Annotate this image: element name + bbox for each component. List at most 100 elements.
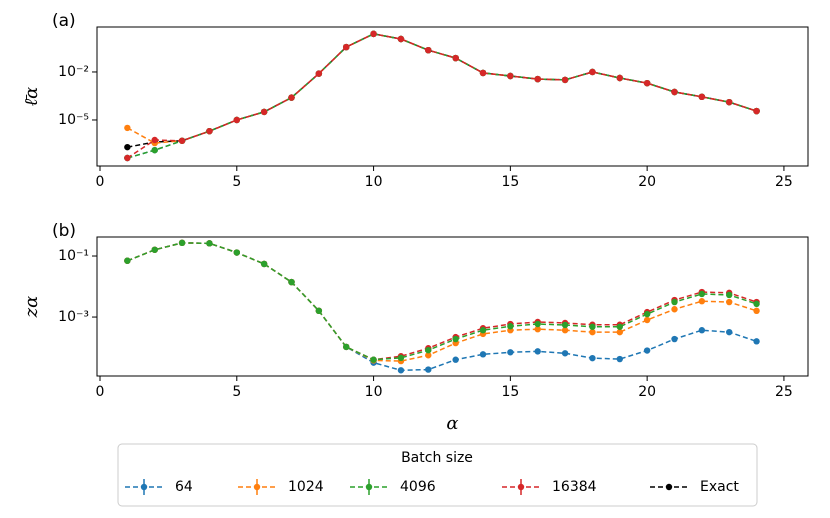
legend-label: Exact [700,479,739,495]
y-tick-label: 10⁻² [58,64,89,80]
series-line [127,33,757,159]
point [124,257,131,264]
point [698,290,706,298]
point [425,346,432,354]
series-line [126,33,757,159]
series-line [127,33,757,159]
point [343,43,350,51]
legend-item: 4096 [350,479,436,495]
x-tick-label: 15 [501,384,519,400]
point [561,327,569,334]
point [671,88,678,96]
point [479,327,487,334]
point [753,107,760,115]
point [151,246,158,253]
point [643,347,651,354]
point [671,298,678,306]
point [589,328,596,336]
legend-marker [665,483,673,491]
point [370,356,377,363]
panel-label: (b) [52,221,76,241]
point [479,351,487,358]
point [260,108,268,116]
point [315,307,323,315]
point [178,137,186,144]
point [206,240,213,247]
point [753,300,760,308]
point [507,72,514,80]
x-tick-label: 0 [96,384,105,400]
point [151,146,158,154]
point [288,278,295,286]
point [643,316,651,324]
point [370,30,377,38]
point [561,76,569,84]
point [643,310,651,318]
plot-area [96,236,809,377]
point [753,307,760,315]
point [288,94,295,101]
point [315,70,323,77]
y-tick-label: 10⁻³ [58,309,89,325]
point [124,124,131,132]
point [726,298,733,306]
point [726,291,733,299]
legend-label: 64 [175,479,193,495]
legend-label: 1024 [288,479,324,495]
x-tick-label: 5 [232,384,241,400]
y-axis-label: ℓ̄α [21,87,42,107]
series-line [127,242,757,361]
plot-area [96,26,809,167]
point [671,306,678,313]
point [589,323,596,330]
point [534,320,541,328]
x-tick-label: 20 [638,174,656,190]
point [452,335,459,343]
x-tick-label: 15 [501,174,519,190]
x-tick-label: 10 [365,174,383,190]
point [698,298,706,305]
y-axis-label: zα [21,296,42,319]
legend-item: 64 [125,479,193,495]
legend-label: 4096 [400,479,436,495]
point [534,325,541,333]
legend-marker [140,483,148,491]
point [616,355,623,363]
legend-title: Batch size [401,450,473,466]
x-tick-label: 25 [775,384,793,400]
point [124,154,131,162]
legend-marker [517,483,525,491]
x-tick-label: 25 [775,174,793,190]
point [616,323,623,330]
series-line [127,242,757,372]
point [698,327,706,334]
point [343,343,350,351]
x-axis-label: α [446,413,458,434]
point [561,321,569,329]
point [233,116,240,124]
point [726,328,733,336]
point [507,323,514,330]
legend-box [117,443,758,507]
legend-marker [253,483,261,491]
series-line [127,242,757,362]
series-line [127,33,757,148]
legend-item: 16384 [502,479,597,495]
point [206,127,213,135]
point [233,249,240,256]
point [698,93,706,101]
point [589,354,596,362]
point [589,68,596,76]
point [753,338,760,345]
point [616,74,623,82]
point [726,98,733,106]
legend-marker [365,483,373,491]
legend-item: Exact [650,479,739,495]
point [124,143,131,151]
point [616,328,623,336]
legend-label: 16384 [552,479,597,495]
point [643,79,651,87]
x-tick-label: 0 [96,174,105,190]
